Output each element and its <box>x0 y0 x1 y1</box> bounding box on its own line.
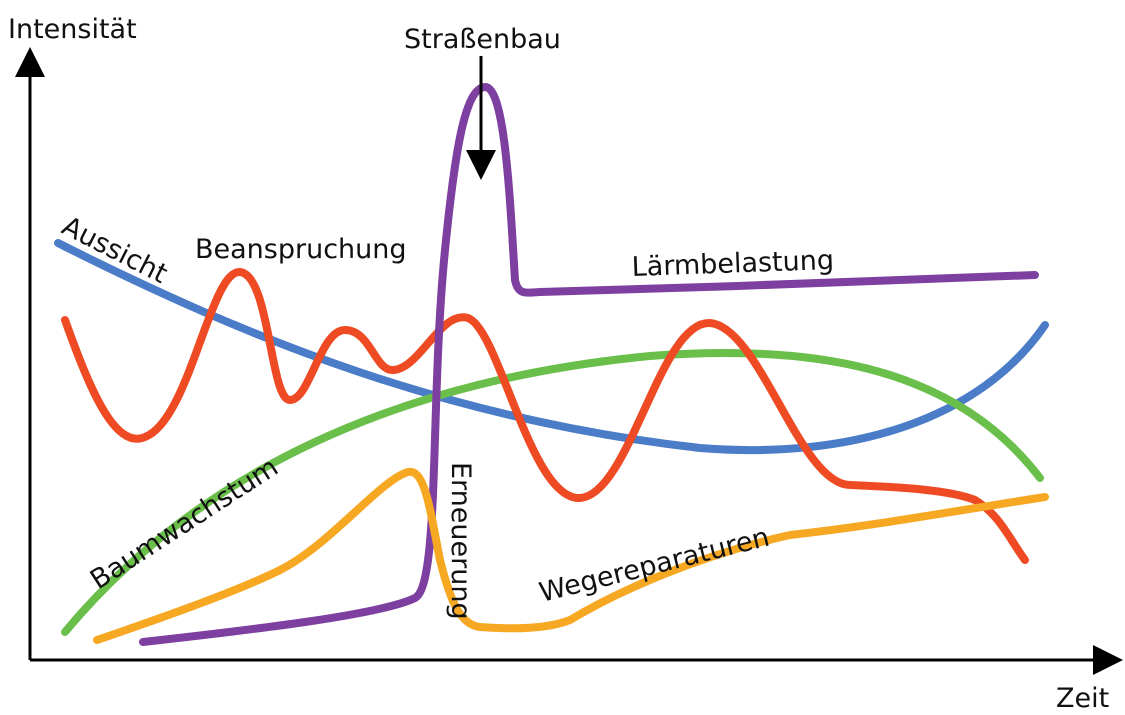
curve-label: Wegereparaturen <box>536 522 772 609</box>
curve-laermbelastung <box>139 83 1039 646</box>
curve-beanspruchung <box>61 268 1029 564</box>
curve-baumwachstum <box>61 349 1044 636</box>
curve-label: Beanspruchung <box>195 234 407 265</box>
curve-label: Lärmbelastung <box>631 245 834 283</box>
curve-wegereparaturen <box>93 467 1049 644</box>
x-axis-label: Zeit <box>1056 683 1109 714</box>
y-axis-label: Intensität <box>8 14 137 45</box>
curve-aussicht <box>54 239 1049 455</box>
curve-label: Baumwachstum <box>85 452 284 596</box>
curve-label: Erneuerung <box>445 462 476 620</box>
annotation-label: Straßenbau <box>404 24 561 55</box>
